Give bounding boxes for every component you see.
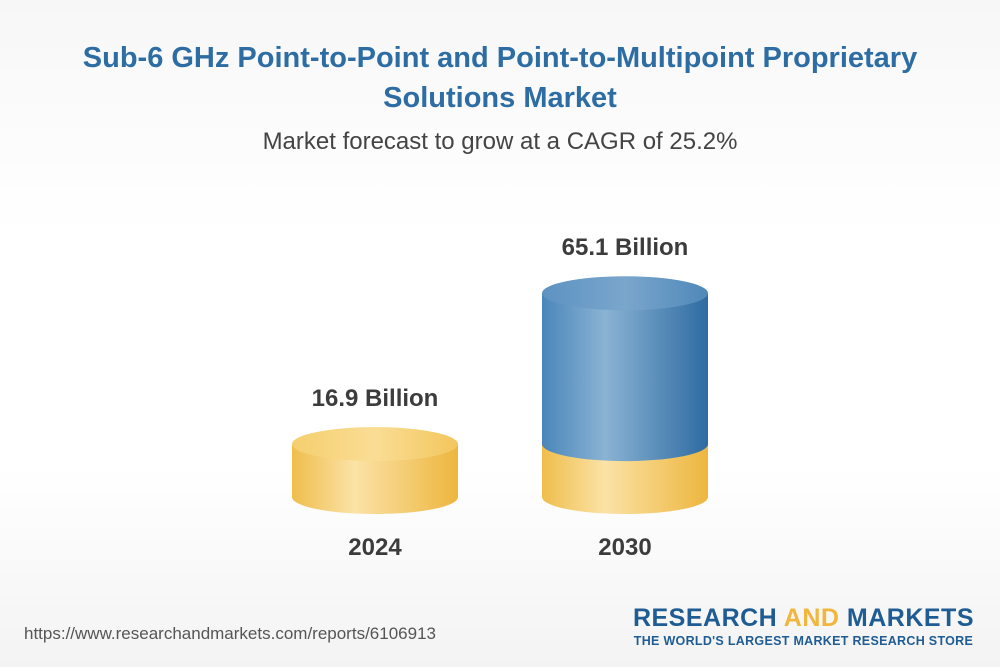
- bar-2024-category-label: 2024: [348, 534, 402, 561]
- chart-subtitle: Market forecast to grow at a CAGR of 25.…: [262, 128, 738, 155]
- bar-2030-growth-segment: [542, 293, 708, 462]
- brand-word-markets: MARKETS: [846, 604, 974, 632]
- source-url[interactable]: https://www.researchandmarkets.com/repor…: [24, 624, 436, 643]
- research-and-markets-logo: RESEARCH AND MARKETS THE WORLD'S LARGEST…: [633, 604, 974, 648]
- bar-2024-top: [292, 427, 458, 462]
- bar-2030-base-segment: [542, 444, 708, 514]
- brand-tagline: THE WORLD'S LARGEST MARKET RESEARCH STOR…: [633, 634, 974, 648]
- brand-word-and: AND: [783, 604, 840, 632]
- chart-title: Sub-6 GHz Point-to-Point and Point-to-Mu…: [0, 38, 1000, 118]
- bar-2024-body: [292, 444, 458, 514]
- brand-word-research: RESEARCH: [632, 604, 778, 632]
- bar-2024-value-label: 16.9 Billion: [312, 385, 439, 412]
- chart-title-line-2: Solutions Market: [383, 82, 617, 114]
- chart-title-line-1: Sub-6 GHz Point-to-Point and Point-to-Mu…: [82, 42, 918, 74]
- bar-2030-category-label: 2030: [598, 534, 651, 561]
- bar-2030-top: [542, 276, 708, 311]
- bar-2030-value-label: 65.1 Billion: [562, 234, 689, 261]
